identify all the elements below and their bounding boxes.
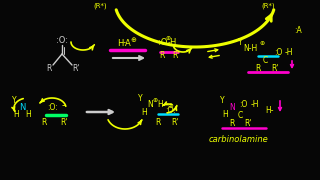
Text: ⊙: ⊙ xyxy=(167,103,173,109)
Text: (R*): (R*) xyxy=(261,3,275,9)
Text: H: H xyxy=(222,109,228,118)
Text: R': R' xyxy=(171,118,179,127)
Text: C: C xyxy=(237,111,243,120)
Text: N: N xyxy=(19,102,25,111)
Text: ⊕: ⊕ xyxy=(130,37,136,43)
Text: R: R xyxy=(159,51,165,60)
Text: R: R xyxy=(41,118,47,127)
Text: :O: :O xyxy=(274,48,282,57)
Text: R: R xyxy=(46,64,52,73)
Text: H: H xyxy=(117,39,123,48)
Text: -H: -H xyxy=(285,48,293,57)
Text: R': R' xyxy=(271,64,279,73)
Text: Y: Y xyxy=(238,37,242,46)
Text: H: H xyxy=(25,109,31,118)
Text: N: N xyxy=(147,100,153,109)
Text: R': R' xyxy=(72,64,80,73)
Text: ⊕: ⊕ xyxy=(152,98,158,102)
Text: N: N xyxy=(229,102,235,111)
Text: H: H xyxy=(141,107,147,116)
Text: R: R xyxy=(255,64,261,73)
Text: R: R xyxy=(229,118,235,127)
Text: A: A xyxy=(125,39,131,48)
Text: R': R' xyxy=(60,118,68,127)
Text: :O:: :O: xyxy=(164,105,175,114)
Text: ⊕: ⊕ xyxy=(165,35,171,40)
Text: :A: :A xyxy=(294,26,302,35)
Text: (R*): (R*) xyxy=(93,3,107,9)
Text: :O:: :O: xyxy=(47,102,57,111)
Text: Y: Y xyxy=(12,96,16,105)
Text: -H: -H xyxy=(167,37,177,46)
Text: -: - xyxy=(61,100,65,110)
Text: R: R xyxy=(155,118,161,127)
Text: Y: Y xyxy=(138,93,142,102)
Text: :O: :O xyxy=(239,100,247,109)
Text: -: - xyxy=(123,39,125,48)
Text: C: C xyxy=(262,55,268,64)
Text: -H: -H xyxy=(251,100,259,109)
Text: R': R' xyxy=(172,51,180,60)
Text: N-H: N-H xyxy=(243,44,257,53)
Text: carbinolamine: carbinolamine xyxy=(208,136,268,145)
Text: ⊕: ⊕ xyxy=(260,40,265,46)
Text: :O:: :O: xyxy=(56,35,68,44)
Text: Y: Y xyxy=(220,96,224,105)
Text: R': R' xyxy=(244,118,252,127)
Text: H: H xyxy=(157,100,163,109)
Text: :O: :O xyxy=(158,37,168,46)
Text: H: H xyxy=(13,109,19,118)
Text: H-: H- xyxy=(266,105,274,114)
